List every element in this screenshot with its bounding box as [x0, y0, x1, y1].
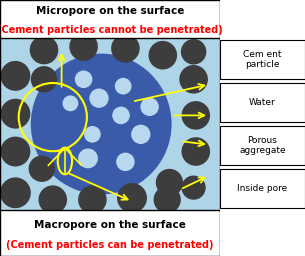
Circle shape — [140, 98, 159, 116]
Circle shape — [112, 106, 130, 124]
Circle shape — [179, 65, 208, 94]
Circle shape — [115, 78, 131, 94]
Bar — [220, 169, 305, 208]
Circle shape — [69, 32, 98, 61]
Circle shape — [116, 153, 135, 171]
Circle shape — [0, 99, 30, 129]
Circle shape — [111, 34, 140, 63]
Circle shape — [181, 39, 206, 65]
Bar — [220, 40, 305, 79]
Circle shape — [117, 183, 147, 213]
Circle shape — [38, 185, 67, 214]
Circle shape — [153, 186, 181, 213]
Circle shape — [181, 137, 210, 166]
Circle shape — [0, 61, 30, 91]
Text: Porous
aggregate: Porous aggregate — [239, 136, 286, 155]
Circle shape — [181, 176, 206, 200]
Circle shape — [78, 185, 107, 214]
Text: Water: Water — [249, 98, 276, 107]
Circle shape — [31, 54, 172, 194]
Circle shape — [181, 101, 210, 130]
Circle shape — [78, 148, 98, 168]
Circle shape — [156, 169, 183, 196]
Bar — [220, 83, 305, 122]
Circle shape — [30, 36, 58, 64]
Circle shape — [89, 89, 109, 108]
Bar — [220, 126, 305, 165]
Text: (Cement particles can be penetrated): (Cement particles can be penetrated) — [6, 240, 214, 250]
Circle shape — [31, 66, 57, 92]
Text: Inside pore: Inside pore — [237, 184, 288, 193]
Circle shape — [0, 177, 31, 208]
Circle shape — [29, 155, 55, 182]
Text: Micropore on the surface: Micropore on the surface — [36, 6, 184, 16]
Circle shape — [131, 125, 150, 144]
Circle shape — [75, 70, 92, 88]
Text: Cem ent
particle: Cem ent particle — [243, 50, 282, 69]
Circle shape — [63, 95, 78, 111]
Circle shape — [0, 136, 30, 166]
Circle shape — [84, 126, 101, 143]
Circle shape — [149, 41, 177, 69]
Text: Macropore on the surface: Macropore on the surface — [34, 220, 186, 230]
Text: (Cement particles cannot be penetrated): (Cement particles cannot be penetrated) — [0, 25, 223, 35]
